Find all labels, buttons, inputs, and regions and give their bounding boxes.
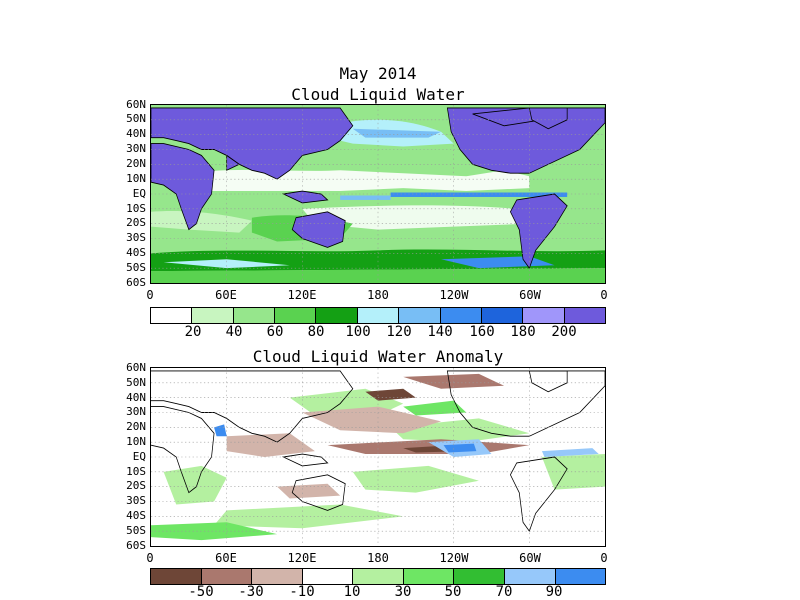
lat-label: 30N: [126, 405, 146, 418]
colorbar-swatch: [233, 308, 276, 323]
lat-label: 40S: [126, 246, 146, 259]
lon-label: 60W: [519, 288, 541, 302]
lat-label: 40N: [126, 127, 146, 140]
colorbar-swatch: [357, 308, 400, 323]
lon-label: 180: [367, 551, 389, 565]
colorbar-label: -50: [188, 584, 214, 600]
lat-label: 10N: [126, 435, 146, 448]
colorbar-swatch: [151, 308, 193, 323]
lat-label: EQ: [132, 450, 146, 463]
colorbar-swatch: [353, 569, 404, 584]
colorbar-swatch: [252, 569, 303, 584]
lon-label: 60E: [215, 551, 237, 565]
colorbar-swatch: [454, 569, 505, 584]
lon-label: 60E: [215, 288, 237, 302]
colorbar-swatch: [151, 569, 202, 584]
lat-label: 20S: [126, 479, 146, 492]
panel-2-colorbar: [150, 568, 606, 585]
colorbar-swatch: [564, 308, 605, 323]
panel-2-title: Cloud Liquid Water Anomaly: [252, 347, 504, 366]
colorbar-label: 180: [510, 324, 536, 340]
colorbar-swatch: [481, 308, 524, 323]
colorbar-label: -10: [289, 584, 315, 600]
cloud-liquid-water-anomaly-map: [150, 367, 606, 547]
lat-label: 60N: [126, 98, 146, 111]
lat-label: EQ: [132, 187, 146, 200]
lon-label: 0: [146, 288, 154, 302]
lat-label: 60S: [126, 276, 146, 289]
lat-label: 10S: [126, 202, 146, 215]
lat-label: 40S: [126, 509, 146, 522]
lat-label: 10S: [126, 465, 146, 478]
lon-label: 180: [367, 288, 389, 302]
lat-label: 20S: [126, 216, 146, 229]
lon-label: 0: [600, 288, 608, 302]
colorbar-label: 30: [394, 584, 412, 600]
colorbar-label: -30: [238, 584, 264, 600]
colorbar-swatch: [192, 308, 234, 323]
lat-label: 60S: [126, 539, 146, 552]
map-period-title: May 2014: [339, 64, 417, 83]
colorbar-swatch: [403, 569, 455, 584]
colorbar-swatch: [302, 569, 354, 584]
lat-label: 10N: [126, 172, 146, 185]
lon-label: 120W: [439, 288, 469, 302]
colorbar-label: 50: [444, 584, 462, 600]
colorbar-label: 60: [266, 324, 284, 340]
lat-label: 50S: [126, 261, 146, 274]
colorbar-label: 100: [345, 324, 371, 340]
lat-label: 40N: [126, 391, 146, 404]
lon-label: 60W: [519, 551, 541, 565]
colorbar-swatch: [201, 569, 253, 584]
colorbar-label: 120: [386, 324, 412, 340]
lat-label: 30S: [126, 494, 146, 507]
colorbar-label: 20: [184, 324, 202, 340]
colorbar-swatch: [316, 308, 358, 323]
lat-label: 20N: [126, 157, 146, 170]
colorbar-swatch: [504, 569, 556, 584]
colorbar-swatch: [399, 308, 441, 323]
colorbar-swatch: [440, 308, 482, 323]
lat-label: 30S: [126, 231, 146, 244]
lat-label: 30N: [126, 142, 146, 155]
colorbar-swatch: [523, 308, 565, 323]
colorbar-label: 160: [469, 324, 495, 340]
lat-label: 20N: [126, 420, 146, 433]
colorbar-label: 10: [343, 584, 361, 600]
lat-label: 50S: [126, 524, 146, 537]
colorbar-label: 70: [495, 584, 513, 600]
colorbar-label: 90: [545, 584, 563, 600]
lon-label: 120E: [287, 551, 317, 565]
lon-label: 120E: [287, 288, 317, 302]
panel-1-title: Cloud Liquid Water: [291, 85, 465, 104]
lon-label: 0: [600, 551, 608, 565]
lon-label: 120W: [439, 551, 469, 565]
colorbar-label: 40: [225, 324, 243, 340]
cloud-liquid-water-map: [150, 104, 606, 284]
colorbar-label: 200: [551, 324, 577, 340]
panel-1-colorbar: [150, 307, 606, 324]
colorbar-swatch: [555, 569, 606, 584]
lat-label: 60N: [126, 361, 146, 374]
lon-label: 0: [146, 551, 154, 565]
colorbar-swatch: [275, 308, 317, 323]
colorbar-label: 80: [307, 324, 325, 340]
lat-label: 50N: [126, 376, 146, 389]
lat-label: 50N: [126, 112, 146, 125]
colorbar-label: 140: [427, 324, 453, 340]
